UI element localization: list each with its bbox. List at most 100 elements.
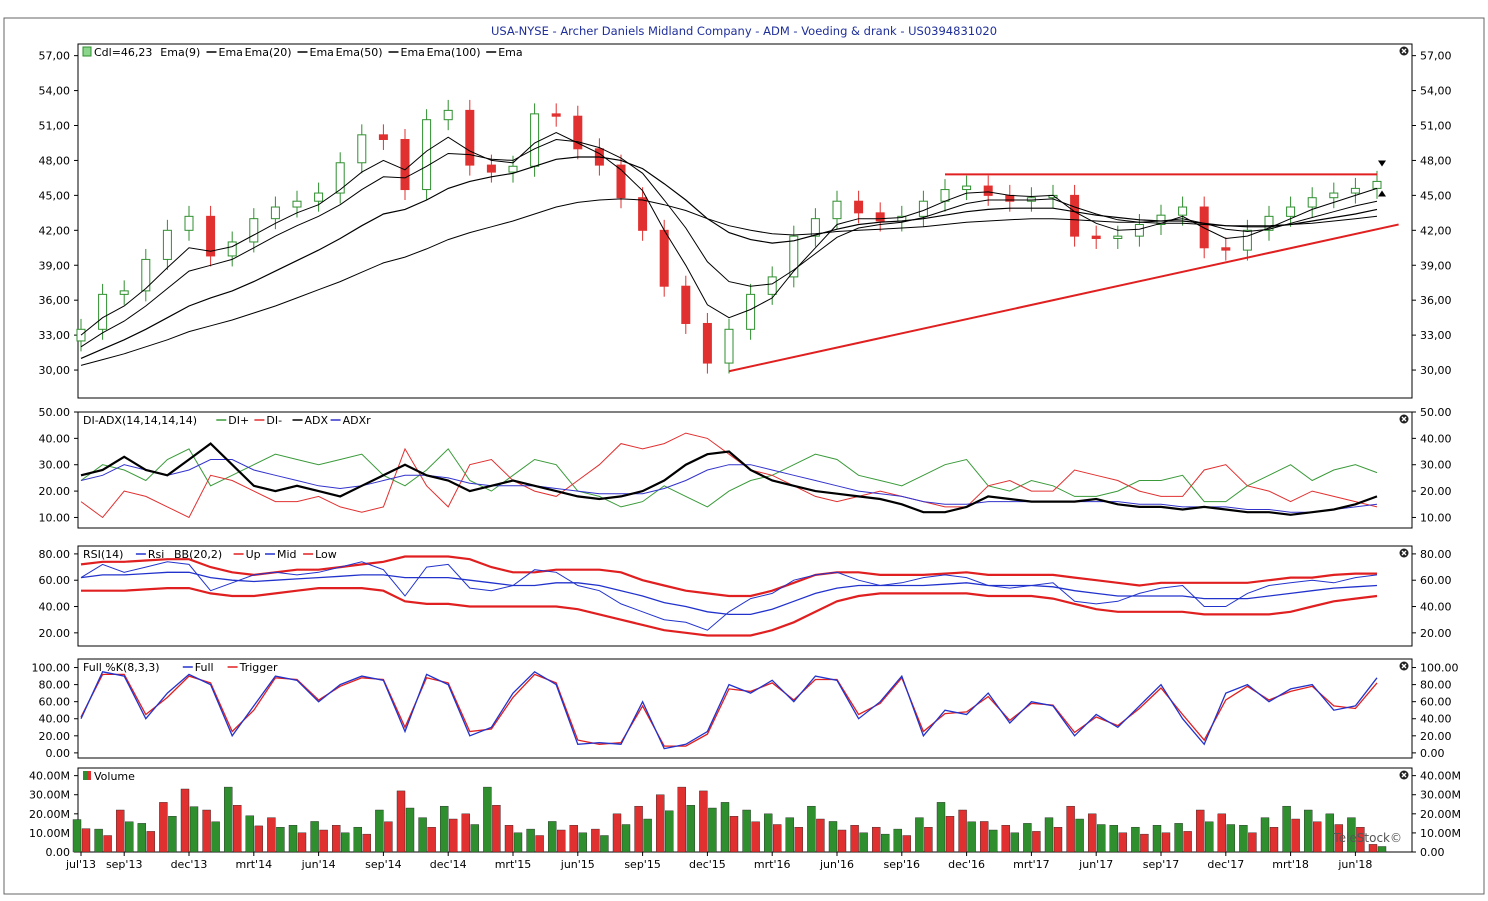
volume-bar (936, 802, 946, 853)
y-tick-label-left: 10.00 (39, 511, 71, 524)
x-tick-label: dec'17 (1207, 858, 1244, 871)
chart-title: USA-NYSE - Archer Daniels Midland Compan… (491, 24, 997, 38)
volume-bar (137, 823, 147, 853)
volume-bar (1282, 805, 1291, 853)
candle (141, 258, 151, 292)
volume-bar (612, 813, 622, 853)
y-tick-label-left: 0.00 (46, 846, 71, 859)
candle (810, 218, 820, 237)
volume-bar (1174, 823, 1183, 853)
volume-bar (1001, 825, 1010, 853)
volume-bar (180, 788, 190, 853)
volume-bar (492, 805, 501, 853)
marker-arrow-up-icon (1378, 190, 1386, 197)
volume-bar (773, 824, 782, 853)
panel-close-icon[interactable] (1401, 48, 1407, 54)
panel-frame-1 (77, 411, 1413, 529)
volume-bar (396, 790, 406, 853)
volume-bar (881, 833, 890, 853)
y-tick-label-left: 10.00M (29, 827, 70, 840)
y-tick-label-right: 36,00 (1420, 294, 1452, 307)
legend-label: Ema (498, 46, 522, 59)
volume-bar (1377, 846, 1387, 853)
candle (422, 119, 432, 191)
volume-bar (1260, 817, 1270, 853)
volume-bar (232, 805, 242, 853)
panel-frame-3 (77, 658, 1413, 759)
candle (162, 229, 172, 260)
x-tick-label: dec'13 (171, 858, 208, 871)
panel-close-icon[interactable] (1401, 663, 1407, 669)
volume-bar (872, 826, 881, 853)
candle (638, 197, 648, 231)
y-tick-label-left: 80.00 (39, 548, 71, 561)
candle (98, 293, 108, 330)
y-tick-label-left: 51,00 (39, 120, 71, 133)
candle (508, 165, 518, 173)
y-tick-label-left: 40.00 (39, 601, 71, 614)
y-tick-label-left: 0.00 (46, 747, 71, 760)
volume-bar (850, 825, 859, 853)
x-tick-label: mrt'17 (1013, 858, 1050, 871)
ema-100-line (80, 198, 1378, 366)
y-tick-label-right: 50.00 (1420, 406, 1452, 419)
candle (1286, 206, 1296, 217)
y-tick-label-right: 0.00 (1420, 747, 1445, 760)
candle (206, 215, 216, 257)
panel-close-icon[interactable] (1401, 550, 1407, 556)
volume-bar (720, 802, 730, 853)
volume-bar (1195, 809, 1205, 853)
volume-bar (375, 809, 384, 853)
x-tick-label: jun'14 (301, 858, 336, 871)
watermark-text: TeleStock© (1332, 831, 1402, 845)
volume-bar (1109, 825, 1119, 853)
volume-bar (461, 813, 470, 853)
x-tick-label: jun'18 (1337, 858, 1372, 871)
panel-close-icon[interactable] (1401, 772, 1407, 778)
volume-bar (1161, 832, 1171, 853)
candle (1307, 197, 1317, 208)
candle (1156, 214, 1166, 225)
x-tick-label: sep'13 (106, 858, 143, 871)
volume-bar (1334, 824, 1344, 853)
volume-bar (1291, 818, 1300, 853)
y-tick-label-right: 40.00 (1420, 432, 1452, 445)
volume-bar (591, 828, 600, 853)
y-tick-label-right: 80.00 (1420, 548, 1452, 561)
volume-bar (362, 833, 371, 853)
candle (832, 200, 842, 220)
volume-bar (418, 817, 427, 853)
y-tick-label-right: 40.00 (1420, 601, 1452, 614)
volume-bar (1023, 823, 1032, 853)
volume-bar (816, 818, 825, 853)
candle (702, 322, 712, 364)
volume-bar (1312, 821, 1322, 853)
candle (1113, 235, 1123, 239)
volume-bar (427, 827, 436, 853)
legend-label: BB(20,2) (174, 548, 222, 561)
candle (378, 134, 388, 140)
volume-bar (1075, 818, 1084, 853)
volume-bar (785, 817, 794, 853)
candle (335, 162, 345, 194)
volume-bar (440, 805, 449, 853)
y-tick-label-right: 40.00M (1420, 770, 1461, 783)
x-tick-label: sep'17 (1143, 858, 1180, 871)
y-tick-label-right: 80.00 (1420, 679, 1452, 692)
legend-label: Full (195, 661, 214, 674)
x-tick-label: dec'16 (948, 858, 985, 871)
volume-bar (643, 818, 652, 853)
volume-bar (159, 802, 168, 853)
y-tick-label-left: 50.00 (39, 406, 71, 419)
volume-bar (686, 805, 695, 853)
outer-frame (3, 17, 1485, 895)
candle (1070, 194, 1080, 237)
volume-bar (980, 821, 989, 853)
volume-bar (699, 790, 708, 853)
panel-close-icon[interactable] (1401, 416, 1407, 422)
volume-bar (569, 825, 578, 853)
candle (357, 134, 367, 164)
candle (616, 164, 626, 199)
